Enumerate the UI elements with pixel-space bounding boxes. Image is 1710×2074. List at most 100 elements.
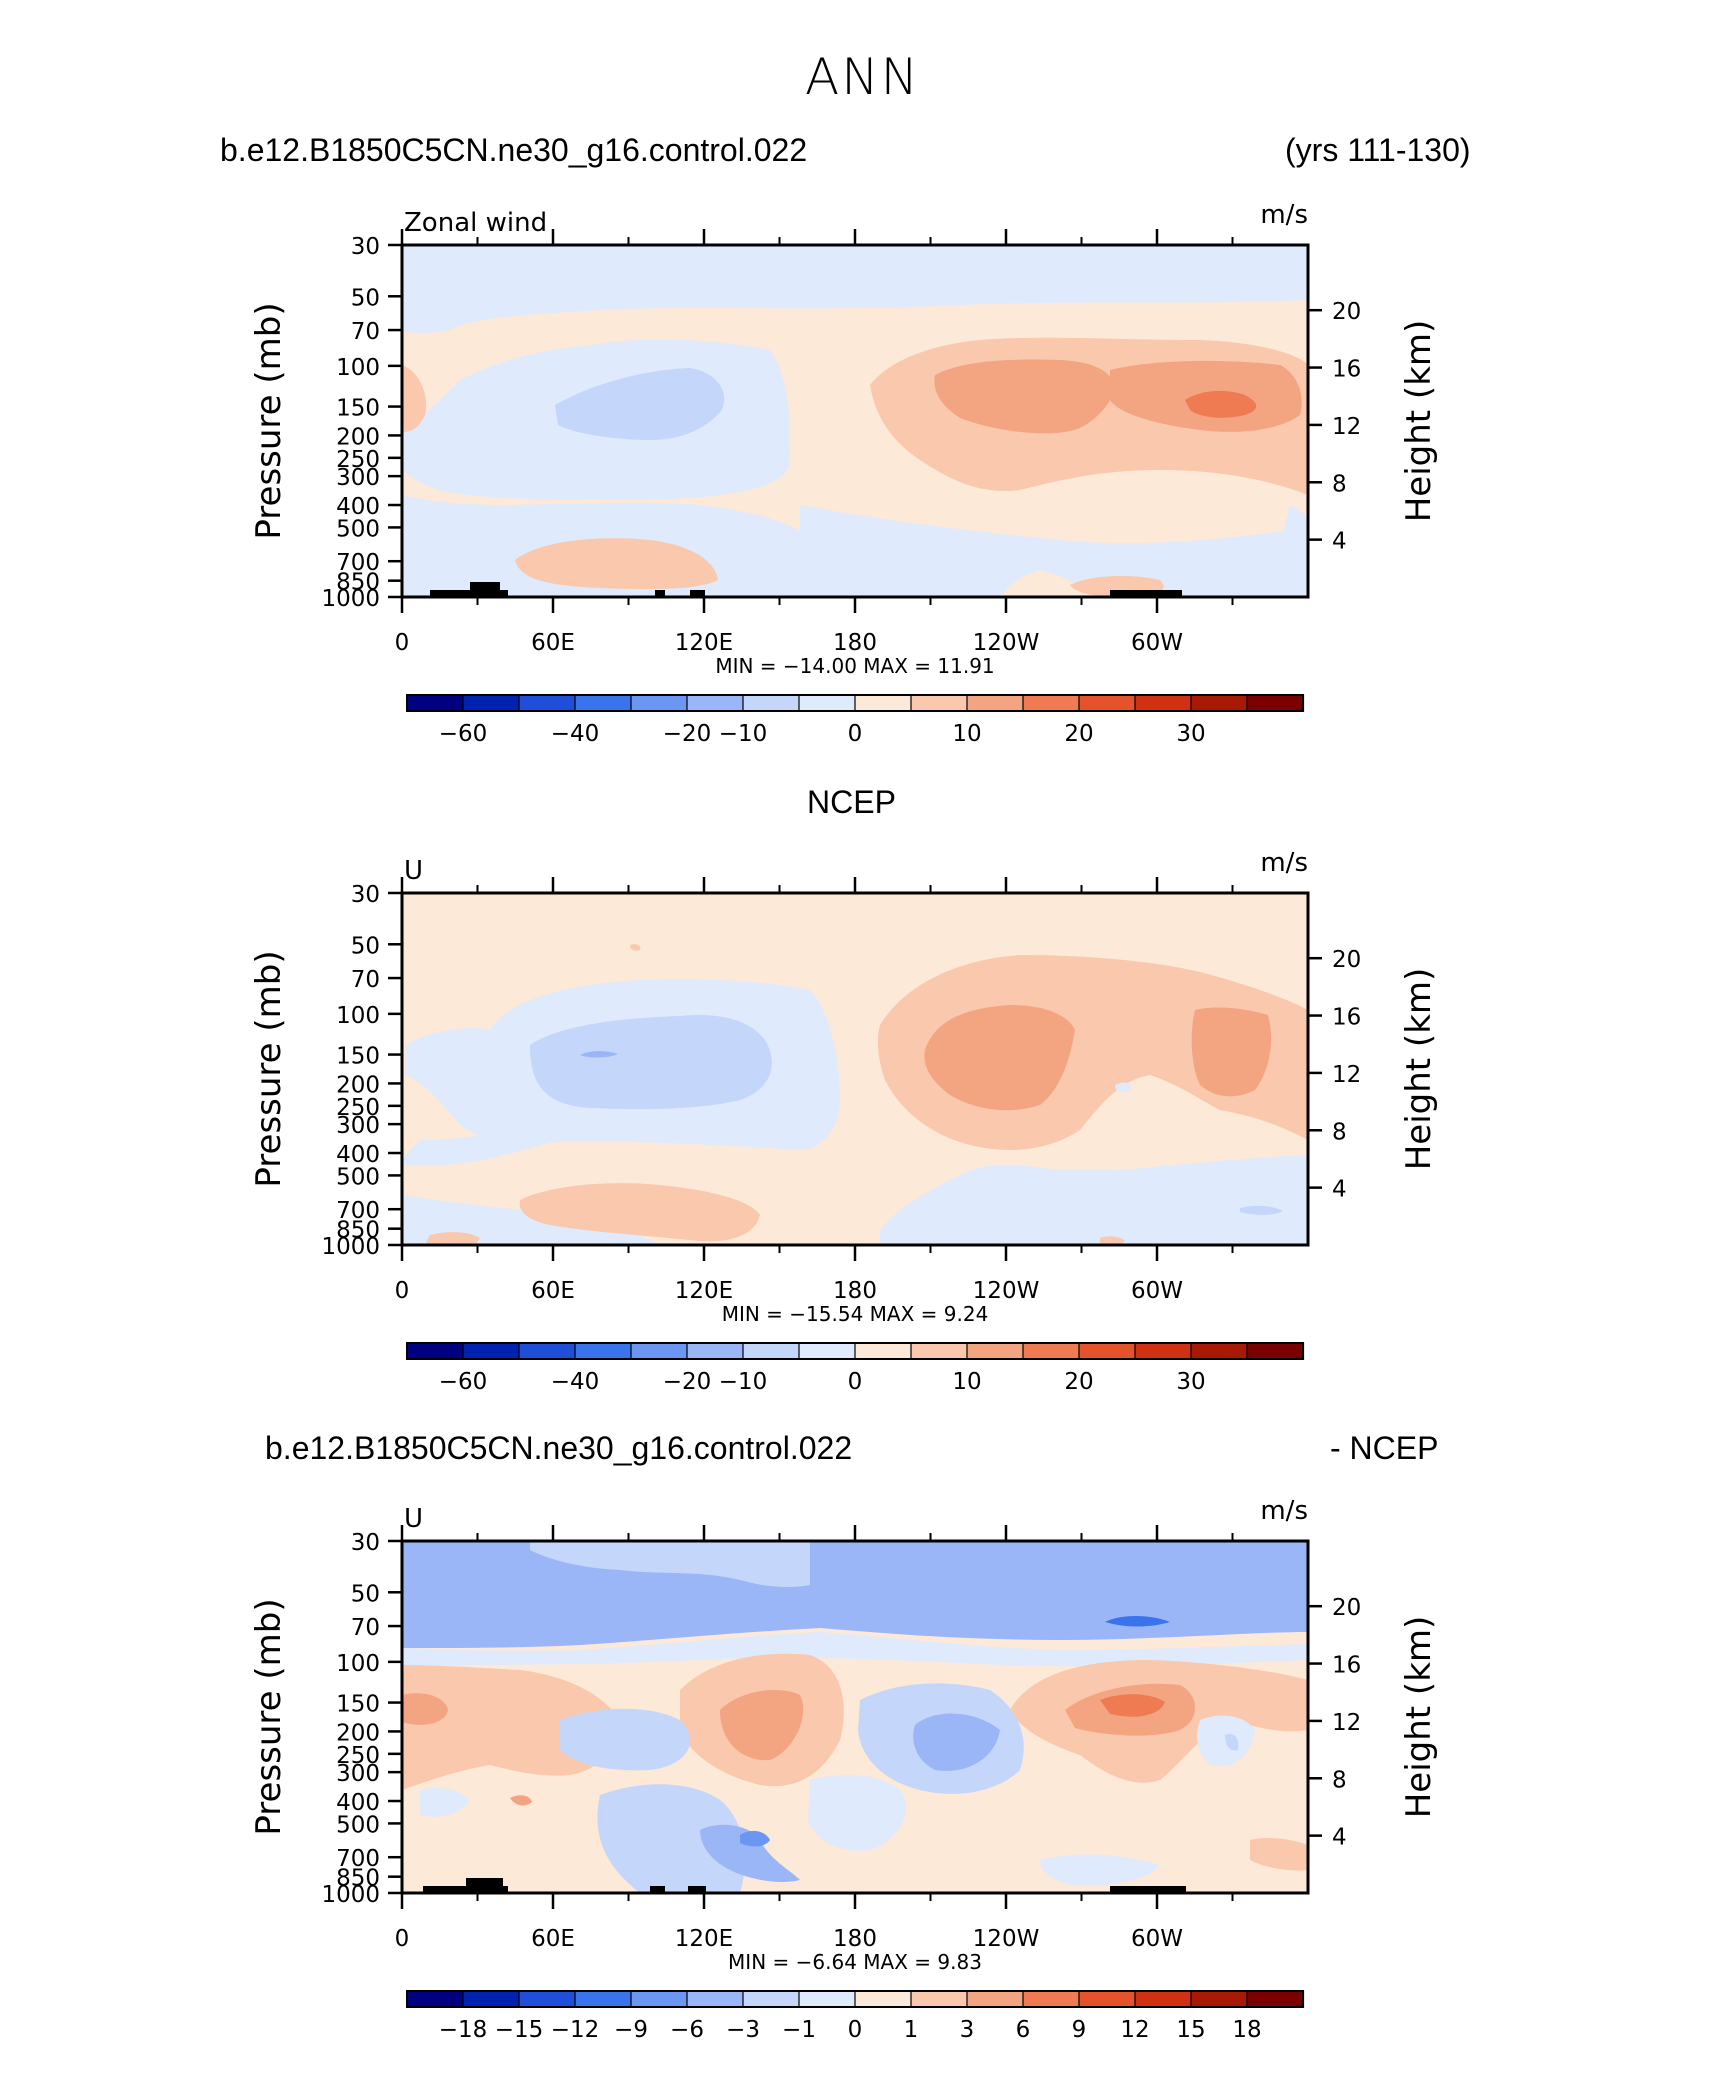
y-tick-label: 250 — [336, 447, 380, 473]
min-max-label: MIN = −14.00 MAX = 11.91 — [715, 654, 994, 678]
y-tick-label: 250 — [336, 1743, 380, 1769]
panel-left-label: U — [404, 856, 423, 886]
colorbar-swatch — [854, 694, 913, 712]
units-label: m/s — [1260, 848, 1308, 878]
colorbar-swatch — [1246, 694, 1305, 712]
colorbar-swatch — [630, 1342, 689, 1360]
colorbar-tick-label: −12 — [551, 2017, 600, 2043]
y-right-axis-title: Height (km) — [1399, 320, 1439, 523]
colorbar-tick-label: 18 — [1232, 2017, 1261, 2043]
colorbar-swatch — [966, 694, 1025, 712]
colorbar-tick-label: −60 — [439, 1369, 488, 1395]
y-tick-label: 70 — [351, 1615, 380, 1641]
colorbar-swatch — [854, 1990, 913, 2008]
x-tick-label: 120E — [675, 1278, 733, 1304]
colorbar-swatch — [518, 1990, 577, 2008]
y-right-tick-label: 8 — [1332, 471, 1347, 497]
colorbar-tick-label: −6 — [670, 2017, 704, 2043]
colorbar-tick-label: 0 — [848, 2017, 863, 2043]
colorbar-tick-label: 3 — [960, 2017, 975, 2043]
colorbar-tick-label: 1 — [904, 2017, 919, 2043]
y-tick-label: 50 — [351, 933, 380, 959]
y-right-tick-label: 20 — [1332, 947, 1361, 973]
colorbar-tick-label: 9 — [1072, 2017, 1087, 2043]
colorbar-swatch — [630, 1990, 689, 2008]
y-right-tick-label: 4 — [1332, 1825, 1347, 1851]
y-tick-label: 300 — [336, 1113, 380, 1139]
y-right-tick-label: 16 — [1332, 1005, 1361, 1031]
y-tick-label: 50 — [351, 1581, 380, 1607]
y-tick-label: 250 — [336, 1095, 380, 1121]
colorbar-frame — [406, 1990, 1304, 2008]
panel-model-field — [402, 245, 1308, 597]
colorbar-swatch — [1078, 1342, 1137, 1360]
colorbar-tick-label: −40 — [551, 1369, 600, 1395]
x-tick-label: 0 — [395, 1926, 410, 1952]
x-tick-label: 180 — [833, 1278, 877, 1304]
colorbar-swatch — [1246, 1990, 1305, 2008]
colorbar-2: −60 −40 −20 −10 0 10 20 30 — [406, 1342, 1305, 1395]
colorbar-swatch — [742, 1990, 801, 2008]
x-tick-label: 60W — [1131, 1278, 1183, 1304]
x-tick-label: 60W — [1131, 630, 1183, 656]
colorbar-swatch — [574, 1342, 633, 1360]
y-right-tick-label: 8 — [1332, 1767, 1347, 1793]
y-right-tick-label: 12 — [1332, 1710, 1361, 1736]
colorbar-swatch — [1246, 1342, 1305, 1360]
diff-panel-title-left: b.e12.B1850C5CN.ne30_g16.control.022 — [265, 1430, 853, 1466]
y-tick-label: 200 — [336, 424, 380, 450]
y-tick-label: 70 — [351, 319, 380, 345]
x-tick-label: 120W — [973, 1278, 1040, 1304]
diff-panel-title-right: - NCEP — [1330, 1430, 1439, 1466]
colorbar-swatch — [966, 1342, 1025, 1360]
y-tick-label: 300 — [336, 465, 380, 491]
y-right-tick-label: 8 — [1332, 1119, 1347, 1145]
colorbar-frame — [406, 1342, 1304, 1360]
y-tick-label: 100 — [336, 355, 380, 381]
colorbar-tick-label: 10 — [952, 1369, 981, 1395]
colorbar-tick-label: −60 — [439, 721, 488, 747]
panel-ncep-field — [402, 893, 1308, 1245]
y-tick-label: 30 — [351, 234, 380, 260]
colorbar-swatch — [1134, 1342, 1193, 1360]
x-tick-label: 60E — [531, 1926, 575, 1952]
y-tick-label: 1000 — [321, 1234, 380, 1260]
colorbar-tick-label: −10 — [719, 721, 768, 747]
x-tick-label: 120E — [675, 1926, 733, 1952]
colorbar-swatch — [686, 694, 745, 712]
panel-diff-topography — [423, 1878, 1186, 1893]
colorbar-tick-label: −9 — [614, 2017, 648, 2043]
colorbar-swatch — [742, 1342, 801, 1360]
min-max-label: MIN = −6.64 MAX = 9.83 — [728, 1950, 982, 1974]
x-tick-label: 60E — [531, 630, 575, 656]
colorbar-swatch — [1022, 1990, 1081, 2008]
y-tick-label: 200 — [336, 1720, 380, 1746]
y-tick-label: 150 — [336, 396, 380, 422]
x-tick-label: 120W — [973, 1926, 1040, 1952]
colorbar-tick-label: −1 — [782, 2017, 816, 2043]
colorbar-tick-label: 0 — [848, 721, 863, 747]
units-label: m/s — [1260, 200, 1308, 230]
colorbar-frame — [406, 694, 1304, 712]
panel-left-label: U — [404, 1504, 423, 1534]
colorbar-tick-label: −40 — [551, 721, 600, 747]
colorbar-swatch — [686, 1342, 745, 1360]
y-tick-label: 1000 — [321, 1882, 380, 1908]
x-tick-label: 180 — [833, 1926, 877, 1952]
y-tick-label: 100 — [336, 1651, 380, 1677]
colorbar-tick-label: −3 — [726, 2017, 760, 2043]
colorbar-swatch — [1022, 1342, 1081, 1360]
y-tick-label: 700 — [336, 550, 380, 576]
colorbar-tick-label: 15 — [1176, 2017, 1205, 2043]
x-tick-label: 120W — [973, 630, 1040, 656]
x-tick-label: 60W — [1131, 1926, 1183, 1952]
colorbar-swatch — [406, 1342, 465, 1360]
colorbar-swatch — [518, 1342, 577, 1360]
y-tick-label: 150 — [336, 1692, 380, 1718]
y-tick-label: 400 — [336, 494, 380, 520]
min-max-label: MIN = −15.54 MAX = 9.24 — [722, 1302, 989, 1326]
y-right-tick-label: 12 — [1332, 1062, 1361, 1088]
colorbar-tick-label: 20 — [1064, 721, 1093, 747]
panel-left-label: Zonal wind — [404, 208, 547, 238]
